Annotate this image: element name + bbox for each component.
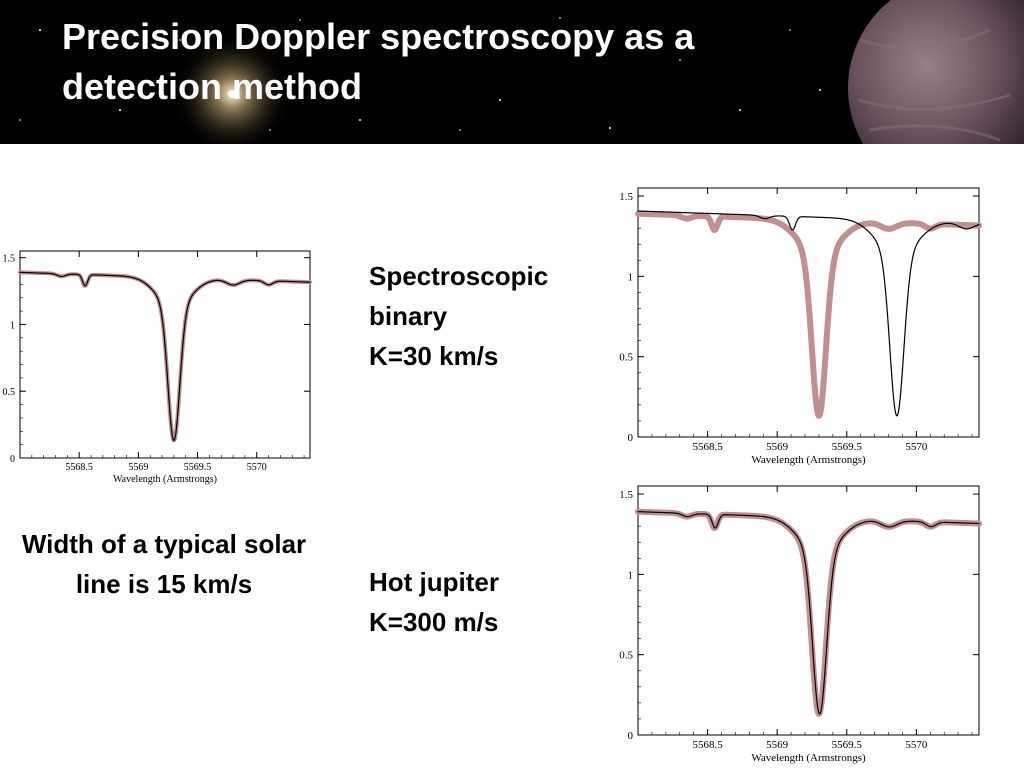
star-glow — [172, 34, 292, 144]
stars — [19, 17, 821, 131]
x-tick-label: 5568.5 — [65, 462, 93, 473]
starfield-background — [19, 0, 1024, 144]
y-tick-label: 1.5 — [3, 254, 16, 265]
binary-spectrum-chart: 5568.5 5569 5569.5 5570 0 0.5 1 1.5 Wavelength (… — [619, 187, 982, 466]
spectroscopic-binary-line-2: binary — [369, 301, 448, 331]
y-tick-label: 1 — [628, 569, 634, 581]
y-tick-label: 1.5 — [619, 489, 633, 501]
title-line-1: Precision Doppler spectroscopy as a — [62, 16, 695, 57]
y-tick-label: 0.5 — [3, 387, 16, 398]
x-axis-label: Wavelength (Armstrongs) — [113, 474, 217, 485]
line-width-text: Width of a typical solar line is 15 km/s — [21, 529, 307, 599]
x-tick-label: 5569 — [128, 462, 148, 473]
hot-jupiter-k-value: K=300 m/s — [369, 607, 499, 637]
y-tick-label: 1 — [628, 271, 634, 283]
x-tick-label: 5568.5 — [692, 739, 723, 751]
x-tick-label: 5568.5 — [692, 441, 723, 453]
hot-jupiter-line-1: Hot jupiter — [369, 567, 499, 597]
y-tick-label: 0 — [628, 730, 634, 742]
planet-image — [848, 0, 1024, 144]
x-tick-label: 5569.5 — [832, 441, 863, 453]
shifted-spectrum-line — [637, 511, 980, 715]
x-tick-label: 5569 — [766, 739, 789, 751]
title-line-2: detection method — [62, 66, 363, 107]
hot-jupiter-spectrum-chart: 5568.5 5569 5569.5 5570 0 0.5 1 1.5 Wavelength (… — [619, 485, 982, 764]
single-spectrum-chart: 5568.5 5569 5569.5 5570 0 0.5 1 1.5 Wavelength (… — [3, 250, 312, 485]
reference-spectrum-line — [635, 210, 982, 419]
y-tick-label: 0.5 — [619, 352, 633, 364]
x-tick-label: 5569.5 — [832, 739, 863, 751]
x-tick-label: 5570 — [247, 462, 267, 473]
shifted-spectrum-line — [637, 210, 980, 417]
x-tick-label: 5569.5 — [184, 462, 212, 473]
y-tick-label: 1 — [10, 320, 15, 331]
hot-jupiter-label: Hot jupiter K=300 m/s — [369, 562, 499, 642]
spectroscopic-binary-label: Spectroscopic binary K=30 km/s — [369, 256, 548, 376]
spectroscopic-binary-line-1: Spectroscopic — [369, 261, 549, 291]
y-tick-label: 0.5 — [619, 650, 633, 662]
slide-title: Precision Doppler spectroscopy as a dete… — [62, 12, 822, 112]
slide-header: Precision Doppler spectroscopy as a dete… — [0, 0, 1024, 144]
x-axis-label: Wavelength (Armstrongs) — [751, 752, 866, 764]
y-tick-label: 1.5 — [619, 191, 633, 203]
x-tick-label: 5569 — [766, 441, 789, 453]
x-tick-label: 5570 — [905, 441, 928, 453]
x-tick-label: 5570 — [905, 739, 928, 751]
spectroscopic-binary-k-value: K=30 km/s — [369, 341, 499, 371]
line-width-note: Width of a typical solar line is 15 km/s — [18, 524, 310, 604]
y-tick-label: 0 — [10, 454, 15, 465]
shifted-spectrum-line — [19, 271, 311, 442]
x-axis-label: Wavelength (Armstrongs) — [751, 454, 866, 466]
y-tick-label: 0 — [628, 432, 634, 444]
